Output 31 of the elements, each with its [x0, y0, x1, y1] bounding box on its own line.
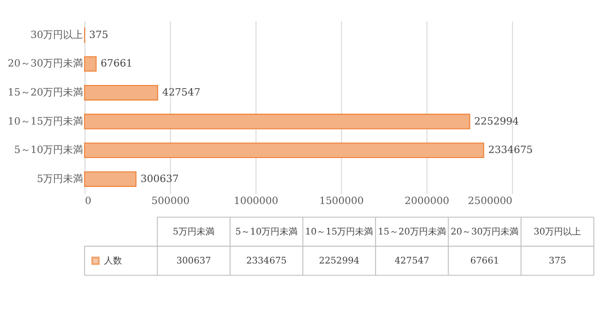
x-tick-label: 2000000	[404, 196, 450, 207]
category-label: 15～20万円未満	[378, 227, 446, 238]
data-label: 300637	[140, 174, 179, 185]
text: 2334675	[246, 256, 287, 267]
y-tick-label: 10～15万円未満	[8, 115, 84, 128]
y-tick-label: 15～20万円未満	[8, 86, 84, 98]
y-tick-label: 30万円以上	[30, 28, 84, 41]
x-tick-label: 1000000	[234, 196, 278, 207]
legend-label: 人数	[104, 256, 122, 267]
text: 67661	[470, 256, 500, 267]
data-label: 2252994	[474, 116, 519, 128]
category-label: 30万円以上	[534, 227, 582, 238]
text: 300637	[176, 256, 212, 267]
data-label: 375	[89, 30, 108, 41]
data-label: 2334675	[488, 145, 533, 156]
category-label: 5～10万円未満	[235, 227, 298, 238]
y-tick-label: 20～30万円未満	[8, 58, 84, 70]
x-tick-label: 2500000	[468, 196, 512, 207]
text: 2252994	[318, 256, 360, 267]
category-label: 5万円未満	[172, 227, 215, 238]
data-label: 67661	[100, 58, 132, 70]
y-tick-label: 5万円未満	[36, 172, 84, 185]
x-tick-label: 1500000	[319, 196, 364, 207]
data-label: 427547	[162, 87, 200, 98]
text: 375	[548, 256, 566, 267]
category-label: 10～15万円未満	[305, 227, 374, 238]
x-tick-label: 0	[85, 196, 92, 207]
y-tick-label: 5～10万円未満	[14, 144, 84, 156]
x-tick-label: 500000	[151, 196, 190, 207]
category-label: 20～30万円未満	[450, 227, 519, 238]
text: 427547	[394, 256, 430, 267]
